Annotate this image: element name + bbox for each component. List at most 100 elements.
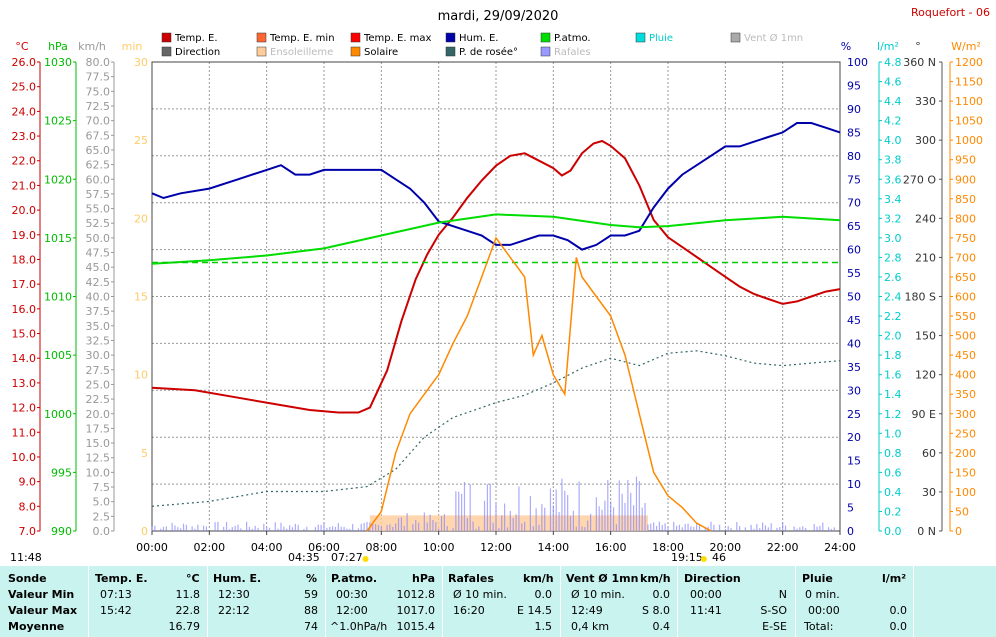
station-name: Roquefort - 06: [911, 6, 990, 19]
sunrise-label: 07:27: [331, 551, 363, 564]
hum-axis-tick-label: 20: [847, 431, 861, 444]
cell-gust: 1.5: [534, 620, 553, 633]
solar-axis-tick-label: 1000: [955, 134, 983, 147]
x-tick-label: 20:00: [709, 541, 741, 554]
rain-axis-tick-label: 2.4: [884, 291, 902, 304]
rain-axis-tick-label: 1.0: [884, 427, 902, 440]
cell-press-time: 00:30: [336, 588, 368, 601]
cell-gust-note: Ø 10 min.: [453, 588, 507, 601]
cell-press: 1015.4: [396, 620, 436, 633]
hum-axis-tick-label: 95: [847, 79, 861, 92]
rain-axis-tick-label: 0.0: [884, 525, 902, 538]
weather-chart: mardi, 29/09/2020 Roquefort - 06 Temp. E. T…: [10, 6, 990, 564]
hum-axis-unit: %: [841, 40, 851, 53]
temp-axis-tick-label: 10.0: [12, 451, 37, 464]
col-wind: Vent Ø 1mn: [566, 572, 639, 585]
solar-axis-tick-label: 900: [955, 173, 976, 186]
hum-axis-tick-label: 5: [847, 502, 854, 515]
wind-axis-tick-label: 77.5: [86, 71, 111, 84]
sunrise-marker: [362, 556, 369, 562]
hum-axis-tick-label: 35: [847, 361, 861, 374]
row-label: Moyenne: [8, 620, 65, 633]
press-axis-tick-label: 1025: [44, 115, 72, 128]
cell-hum: 88: [304, 604, 318, 617]
hum-axis-tick-label: 75: [847, 173, 861, 186]
rain-axis-tick-label: 0.8: [884, 447, 902, 460]
series-line: [151, 122, 841, 251]
rain-axis-tick-label: 4.2: [884, 115, 902, 128]
solar-axis-tick-label: 600: [955, 291, 976, 304]
rain-axis-tick-label: 2.2: [884, 310, 902, 323]
hum-axis-tick-label: 15: [847, 455, 861, 468]
dir-axis-tick-label: 300: [915, 134, 936, 147]
wind-axis-tick-label: 67.5: [86, 129, 111, 142]
col-hum: Hum. E.: [213, 572, 262, 585]
wind-axis-tick-label: 2.5: [93, 510, 111, 523]
temp-axis-tick-label: 26.0: [12, 56, 37, 69]
solar-axis-tick-label: 850: [955, 193, 976, 206]
sun-axis-tick-label: 20: [134, 212, 148, 225]
sun-axis-tick-label: 15: [134, 291, 148, 304]
cell-rain-time: 0 min.: [805, 588, 840, 601]
col-hum-unit: %: [306, 572, 318, 585]
legend-label: Ensoleilleme: [270, 47, 333, 58]
legend-label: Temp. E. max: [363, 33, 432, 44]
dir-axis-tick-label: 30: [922, 486, 936, 499]
series-line: [151, 213, 841, 265]
legend-label: Pluie: [649, 33, 673, 44]
series-line: [151, 139, 841, 414]
solar-axis-tick-label: 300: [955, 408, 976, 421]
rain-axis-tick-label: 1.2: [884, 408, 902, 421]
press-axis-tick-label: 1030: [44, 56, 72, 69]
legend-swatch: [256, 32, 267, 43]
cell-hum-time: 22:12: [218, 604, 250, 617]
solar-axis-tick-label: 400: [955, 369, 976, 382]
cell-press: 1017.0: [396, 604, 436, 617]
legend-label: Rafales: [554, 47, 591, 58]
sun-axis-tick-label: 25: [134, 134, 148, 147]
dir-axis-tick-label: 120: [915, 369, 936, 382]
press-axis-tick-label: 1000: [44, 408, 72, 421]
x-tick-label: 10:00: [423, 541, 455, 554]
hum-axis-tick-label: 45: [847, 314, 861, 327]
cell-gust-note: 16:20: [453, 604, 485, 617]
dir-axis-tick-label: 330: [915, 95, 936, 108]
sun-axis-tick-label: 0: [141, 525, 148, 538]
col-rain: Pluie: [802, 572, 833, 585]
rain-axis-tick-label: 3.4: [884, 193, 902, 206]
col-wind-unit: km/h: [640, 572, 671, 585]
cell-press-time: 12:00: [336, 604, 368, 617]
wind-axis-tick-label: 60.0: [86, 173, 111, 186]
rain-axis-tick-label: 4.0: [884, 134, 902, 147]
temp-axis-tick-label: 21.0: [12, 179, 37, 192]
temp-axis-tick-label: 25.0: [12, 81, 37, 94]
temp-axis-tick-label: 15.0: [12, 328, 37, 341]
chart-title: mardi, 29/09/2020: [438, 9, 559, 24]
cell-wind-note: 12:49: [571, 604, 603, 617]
cell-rain: 0.0: [889, 620, 908, 633]
sunset-marker: [700, 556, 707, 562]
dir-axis-tick-label: 150: [915, 330, 936, 343]
wind-axis-unit: km/h: [78, 40, 106, 53]
hum-axis-tick-label: 40: [847, 337, 861, 350]
cell-rain: 0.0: [889, 604, 908, 617]
solar-axis-tick-label: 500: [955, 330, 976, 343]
sunshine-band: [369, 515, 648, 531]
dir-axis-tick-label: 360 N: [903, 56, 936, 69]
day-length-label: 11:48: [10, 551, 42, 564]
legend-swatch: [540, 32, 551, 43]
legend-label: P.atmo.: [554, 33, 591, 44]
cell-hum-time: 12:30: [218, 588, 250, 601]
wind-axis-tick-label: 40.0: [86, 291, 111, 304]
rain-axis-tick-label: 2.0: [884, 330, 902, 343]
col-rain-unit: l/m²: [882, 572, 907, 585]
temp-axis-tick-label: 13.0: [12, 377, 37, 390]
hum-axis-tick-label: 100: [847, 56, 868, 69]
temp-axis-tick-label: 22.0: [12, 155, 37, 168]
sun-axis-tick-label: 30: [134, 56, 148, 69]
summary-table: [0, 566, 996, 637]
temp-axis-tick-label: 23.0: [12, 130, 37, 143]
rain-axis-tick-label: 3.0: [884, 232, 902, 245]
cell-gust: E 14.5: [517, 604, 552, 617]
legend-swatch: [635, 32, 646, 43]
